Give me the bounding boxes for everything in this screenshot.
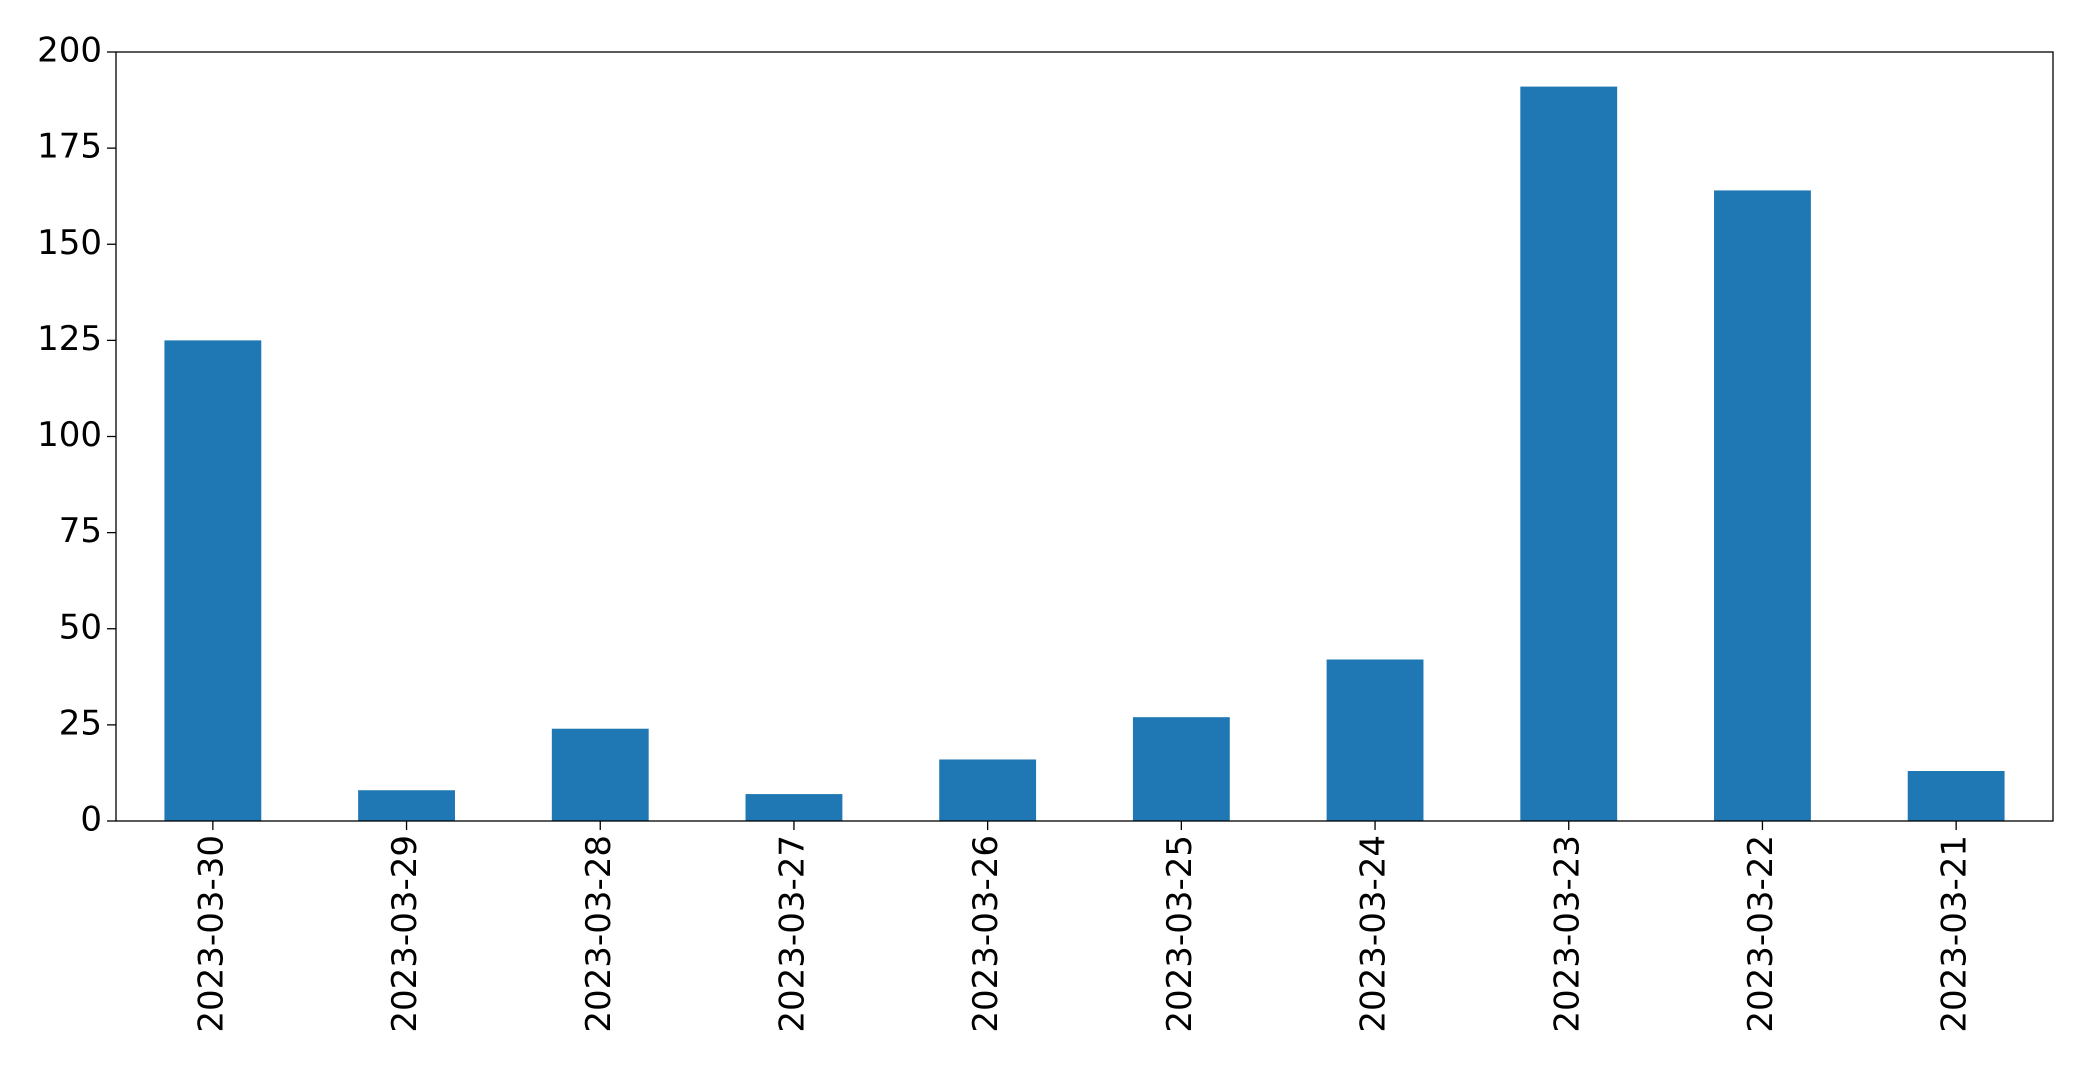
y-tick-label: 0 xyxy=(80,800,102,840)
y-tick-label: 200 xyxy=(37,31,102,71)
x-tick-label: 2023-03-26 xyxy=(966,835,1006,1033)
bar xyxy=(164,340,262,821)
x-tick-label: 2023-03-22 xyxy=(1741,835,1781,1033)
bar xyxy=(551,728,649,821)
x-tick-label: 2023-03-23 xyxy=(1547,835,1587,1033)
y-tick-label: 100 xyxy=(37,415,102,455)
bar xyxy=(1520,86,1618,822)
y-tick-label: 25 xyxy=(59,703,102,743)
x-tick-label: 2023-03-30 xyxy=(191,835,231,1033)
x-tick-label: 2023-03-29 xyxy=(385,835,425,1033)
y-tick-label: 175 xyxy=(37,127,102,167)
bar xyxy=(1132,717,1230,821)
bar xyxy=(745,794,843,821)
bar xyxy=(358,790,455,821)
x-tick-label: 2023-03-27 xyxy=(772,835,812,1033)
y-tick-label: 75 xyxy=(59,511,102,551)
bar xyxy=(939,759,1037,821)
x-tick-label: 2023-03-24 xyxy=(1354,835,1394,1033)
axes-frame xyxy=(115,51,2054,822)
y-tick-label: 150 xyxy=(37,223,102,263)
bar xyxy=(1326,659,1424,821)
x-tick-label: 2023-03-28 xyxy=(579,835,619,1033)
y-tick-label: 50 xyxy=(59,607,102,647)
y-tick-label: 125 xyxy=(37,319,102,359)
bar xyxy=(1907,771,2005,821)
bar xyxy=(1714,190,1811,822)
x-tick-label: 2023-03-25 xyxy=(1160,835,1200,1033)
x-tick-label: 2023-03-21 xyxy=(1935,835,1975,1033)
